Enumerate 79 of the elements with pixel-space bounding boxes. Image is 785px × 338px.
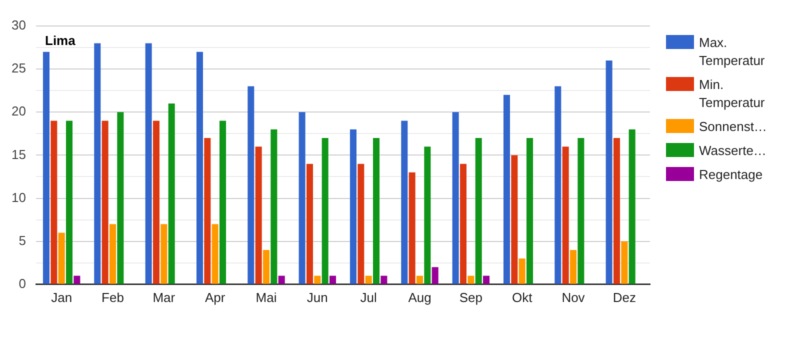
- bar: [152, 120, 160, 284]
- bar: [262, 250, 270, 284]
- bar: [248, 86, 254, 284]
- bar: [606, 60, 612, 284]
- x-tick-label: Apr: [204, 290, 226, 305]
- legend-label: Max. Temperatur: [699, 34, 766, 70]
- bar: [145, 43, 152, 284]
- bar: [322, 138, 328, 284]
- bar: [270, 129, 278, 284]
- y-tick-label: 5: [18, 232, 26, 248]
- x-tick-label: Nov: [562, 290, 586, 305]
- bar: [570, 250, 577, 284]
- y-tick-label: 10: [12, 190, 26, 205]
- bar: [503, 94, 510, 284]
- bar: [219, 120, 226, 284]
- bar: [74, 276, 80, 284]
- x-tick-label: Feb: [102, 290, 124, 305]
- bar: [117, 112, 124, 284]
- y-tick-label: 20: [12, 104, 26, 119]
- bar: [365, 276, 372, 284]
- bar: [416, 276, 424, 284]
- x-tick-label: Okt: [512, 290, 533, 305]
- bar: [401, 120, 408, 284]
- x-tick-label: Mai: [256, 290, 277, 305]
- bar: [562, 146, 569, 284]
- bar: [483, 276, 490, 284]
- x-tick-label: Jul: [360, 290, 377, 305]
- bar: [452, 112, 459, 284]
- bar: [468, 276, 474, 284]
- bar: [424, 146, 431, 284]
- bar: [204, 138, 211, 284]
- x-tick-label: Aug: [408, 290, 432, 305]
- x-tick-label: Mar: [152, 290, 176, 305]
- bar: [109, 224, 116, 284]
- bar: [306, 164, 314, 284]
- bar: [168, 104, 175, 284]
- bar: [160, 224, 168, 284]
- bar: [58, 232, 65, 284]
- bar: [628, 129, 636, 284]
- bar: [460, 164, 467, 284]
- legend-label: Regentage: [699, 166, 763, 184]
- x-tick-label: Sep: [459, 290, 482, 305]
- bar: [511, 155, 518, 284]
- x-tick-label: Jun: [306, 290, 328, 305]
- legend-label: Min. Temperatur: [699, 76, 766, 112]
- legend-label: Sonnenst…: [699, 118, 767, 136]
- bar: [432, 267, 438, 284]
- bar: [102, 120, 108, 284]
- bar: [518, 258, 526, 284]
- bar: [554, 86, 562, 284]
- bar: [350, 129, 356, 284]
- y-tick-label: 30: [12, 18, 26, 33]
- bar: [408, 172, 416, 284]
- bar: [94, 43, 101, 284]
- bar: [330, 276, 336, 284]
- y-tick-label: 0: [18, 276, 26, 291]
- text: Lima: [45, 33, 76, 48]
- bar: [358, 164, 364, 284]
- legend-label: Wasserte…: [699, 142, 766, 160]
- bar: [380, 276, 388, 284]
- x-tick-label: Dez: [612, 290, 636, 305]
- bar: [475, 138, 482, 284]
- x-tick-label: Jan: [51, 290, 72, 305]
- y-tick-label: 25: [12, 60, 26, 76]
- bar: [278, 276, 285, 284]
- bar: [298, 112, 306, 284]
- bar: [42, 52, 50, 284]
- bar: [196, 52, 203, 284]
- bar: [50, 120, 58, 284]
- bar: [66, 120, 73, 284]
- bar: [578, 138, 584, 284]
- bar: [621, 241, 628, 284]
- bar: [255, 146, 262, 284]
- bar: [613, 138, 620, 284]
- bar: [212, 224, 218, 284]
- bar: [314, 276, 321, 284]
- bar: [526, 138, 534, 284]
- bar: [372, 138, 380, 284]
- y-tick-label: 15: [12, 146, 26, 162]
